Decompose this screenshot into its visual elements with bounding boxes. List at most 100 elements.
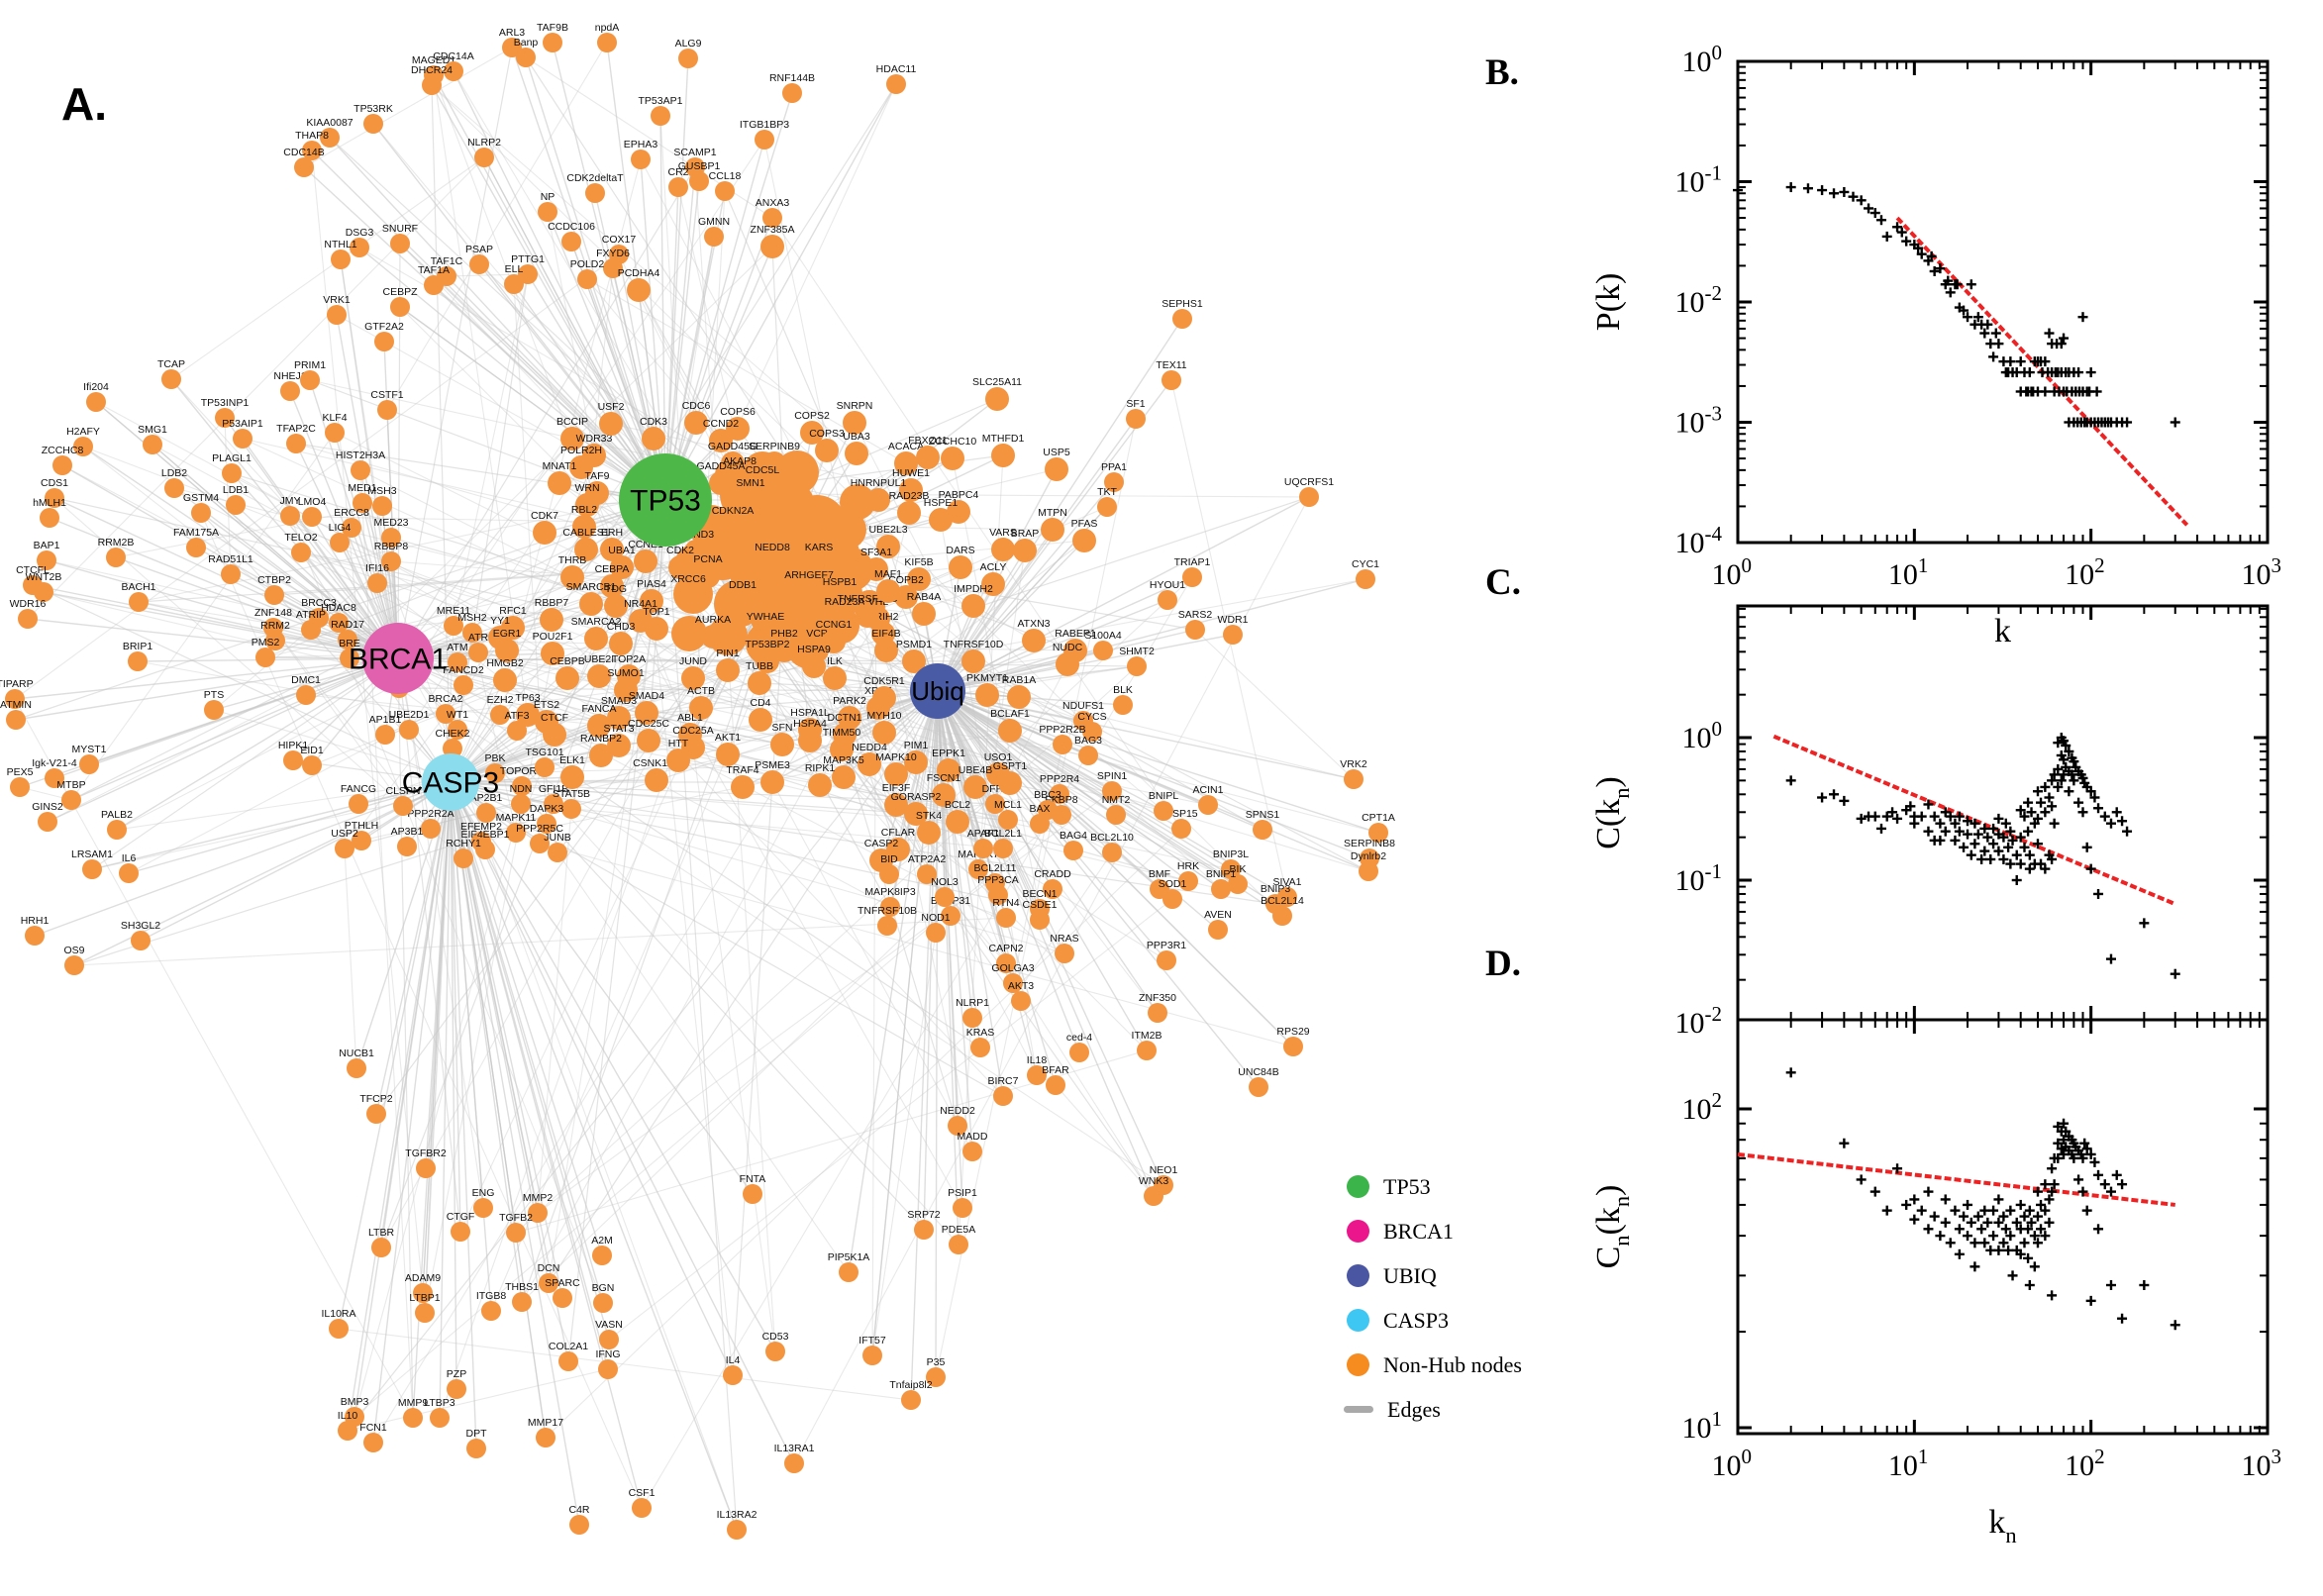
node-label: DCN: [538, 1262, 560, 1274]
axis-tick-label: 100: [1712, 1445, 1753, 1482]
non-hub-node: [684, 411, 708, 435]
legend-edge-swatch: [1344, 1406, 1373, 1413]
axis-label: Cn(kn): [1590, 1185, 1634, 1269]
node-label: PPP2R5C: [516, 823, 563, 835]
node-label: ANXA3: [756, 197, 790, 209]
node-label: UBA3: [843, 431, 870, 443]
non-hub-node: [610, 555, 634, 579]
node-label: PSIP1: [948, 1187, 977, 1199]
non-hub-node: [914, 1220, 934, 1240]
non-hub-node: [511, 794, 531, 814]
node-label: RANBP2: [580, 733, 622, 745]
non-hub-node: [876, 579, 900, 603]
node-label: PARK2: [833, 695, 866, 707]
cluster-node: [827, 510, 866, 549]
node-label: TP53RK: [354, 103, 393, 115]
node-label: IL13RA1: [774, 1443, 815, 1454]
non-hub-node: [129, 592, 149, 612]
non-hub-node: [1228, 874, 1248, 894]
non-hub-node: [756, 649, 779, 673]
axis-tick-label: 100: [1682, 717, 1723, 754]
non-hub-node: [560, 565, 584, 589]
non-hub-node: [291, 543, 311, 562]
non-hub-node: [770, 733, 794, 756]
node-label: PMS2: [252, 637, 280, 648]
non-hub-node: [739, 488, 762, 512]
node-label: HIST2H3A: [336, 449, 385, 461]
non-hub-node: [607, 706, 631, 730]
node-label: CDC5L: [746, 464, 780, 476]
non-hub-node: [1113, 695, 1133, 715]
node-label: TP53AP1: [639, 95, 683, 107]
node-label: ADAM9: [405, 1272, 441, 1284]
non-hub-node: [760, 770, 784, 794]
node-label: hMLH1: [33, 497, 66, 509]
node-label: CCND2: [703, 418, 739, 430]
node-label: BRCC3: [301, 597, 337, 609]
node-label: OS9: [63, 945, 84, 956]
node-label: EGR1: [493, 628, 522, 640]
legend-item-label: BRCA1: [1383, 1218, 1454, 1244]
node-label: BID: [880, 853, 898, 865]
non-hub-node: [902, 649, 926, 673]
node-label: ZCCHC10: [929, 436, 977, 448]
node-label: APAF1: [967, 828, 1000, 840]
node-label: CDC6: [682, 400, 711, 412]
non-hub-node: [280, 381, 300, 401]
node-label: S100A4: [1084, 630, 1122, 642]
node-label: HSPA1L: [790, 707, 830, 719]
non-hub-node: [372, 496, 392, 516]
non-hub-node: [191, 503, 211, 523]
non-hub-node: [592, 1246, 612, 1265]
non-hub-node: [533, 521, 556, 545]
non-hub-node: [968, 859, 988, 879]
non-hub-node: [506, 823, 526, 843]
node-label: CHEK2: [435, 728, 469, 740]
non-hub-node: [1253, 820, 1272, 840]
node-label: MAPK11: [496, 812, 537, 824]
non-hub-node: [363, 1433, 383, 1452]
non-hub-node: [830, 738, 854, 761]
node-label: BLK: [1113, 684, 1133, 696]
non-hub-node: [530, 834, 550, 853]
node-label: BRE: [339, 638, 360, 649]
scatter-points: [1733, 182, 2180, 428]
node-label: IMPDH2: [954, 583, 993, 595]
node-label: SOD1: [1159, 878, 1187, 890]
non-hub-node: [331, 249, 351, 269]
non-hub-node: [760, 235, 784, 258]
non-hub-node: [886, 74, 906, 94]
node-label: PCDHA4: [618, 267, 660, 279]
node-label: RAD23A: [825, 596, 865, 608]
node-label: TAF1C: [431, 255, 463, 267]
non-hub-node: [451, 1222, 470, 1242]
non-hub-node: [993, 1086, 1013, 1106]
node-label: NUCB1: [339, 1047, 374, 1059]
node-label: BAG3: [1074, 735, 1102, 747]
non-hub-node: [765, 1342, 785, 1361]
node-label: MAGED1: [412, 54, 456, 66]
node-label: PTS: [204, 689, 224, 701]
non-hub-node: [961, 594, 985, 618]
node-label: EPHA3: [624, 139, 658, 150]
non-hub-node: [1356, 569, 1375, 589]
non-hub-node: [760, 552, 784, 576]
non-hub-node: [61, 790, 81, 810]
node-label: AP2B1: [470, 792, 503, 804]
node-label: VARS: [989, 527, 1017, 539]
node-label: CDC14A: [433, 50, 473, 62]
node-label: CSTF1: [370, 389, 403, 401]
node-label: BNIP3L: [1213, 848, 1249, 860]
node-label: CSF1: [629, 1487, 656, 1499]
node-label: TNFRSF10D: [944, 639, 1004, 650]
non-hub-node: [907, 567, 931, 591]
non-hub-node: [474, 148, 494, 167]
node-label: KIAA0087: [306, 117, 353, 129]
node-label: SMAD4: [629, 690, 664, 702]
hub-node-casp3: [422, 753, 479, 811]
non-hub-node: [973, 839, 993, 858]
non-hub-node: [1003, 973, 1023, 993]
non-hub-node: [544, 794, 563, 814]
non-hub-node: [1126, 409, 1146, 429]
